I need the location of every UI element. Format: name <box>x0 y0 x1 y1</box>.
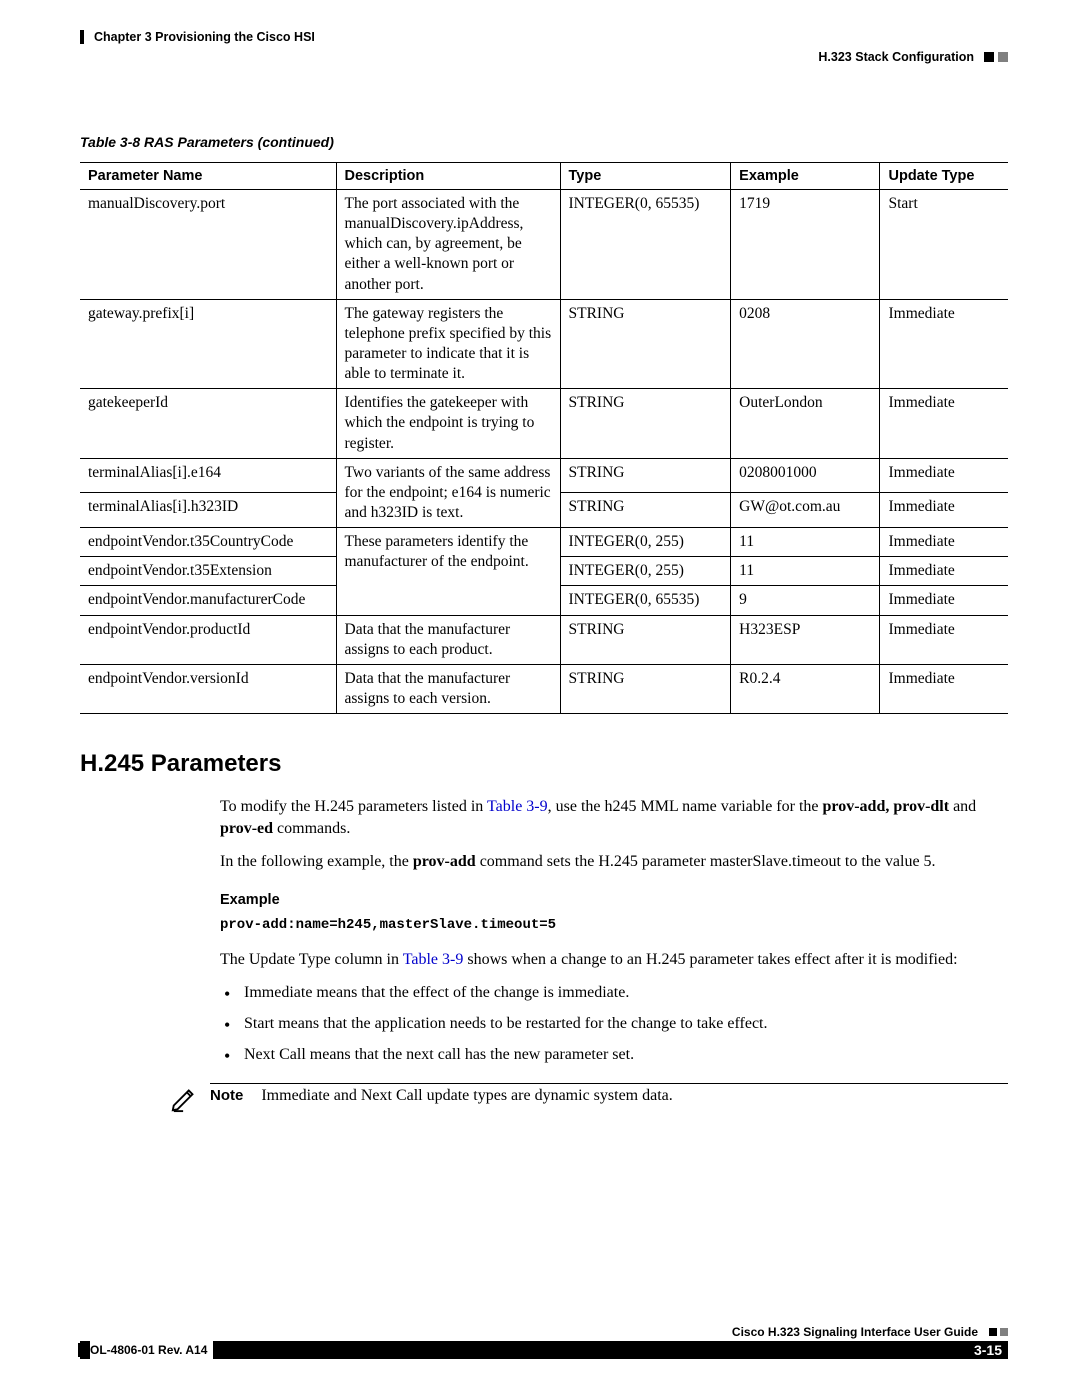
footer-bar: OL-4806-01 Rev. A14 3-15 <box>80 1341 1008 1359</box>
bullet-next-call: Next Call means that the next call has t… <box>244 1045 1008 1066</box>
paragraph-2: In the following example, the prov-add c… <box>220 851 1008 873</box>
footer-page-number: 3-15 <box>974 1341 1002 1359</box>
table-row: gateway.prefix[i]The gateway registers t… <box>80 299 1008 389</box>
cell-update-type: Immediate <box>880 615 1008 664</box>
page-footer: Cisco H.323 Signaling Interface User Gui… <box>80 1325 1008 1359</box>
header-accent-bar <box>80 30 84 44</box>
cell-example: 0208001000 <box>731 458 880 493</box>
table-row: manualDiscovery.portThe port associated … <box>80 190 1008 300</box>
footer-square-black <box>989 1328 997 1336</box>
cell-example: 11 <box>731 528 880 557</box>
cell-update-type: Start <box>880 190 1008 300</box>
table-row: endpointVendor.versionIdData that the ma… <box>80 664 1008 713</box>
cell-parameter-name: manualDiscovery.port <box>80 190 336 300</box>
cell-update-type: Immediate <box>880 557 1008 586</box>
cell-type: STRING <box>560 615 731 664</box>
header-square-black <box>984 52 994 62</box>
th-description: Description <box>336 163 560 190</box>
cell-type: STRING <box>560 664 731 713</box>
cell-parameter-name: endpointVendor.versionId <box>80 664 336 713</box>
cell-update-type: Immediate <box>880 493 1008 528</box>
cell-parameter-name: endpointVendor.t35CountryCode <box>80 528 336 557</box>
cell-example: 9 <box>731 586 880 615</box>
section-heading: H.245 Parameters <box>80 750 1008 778</box>
cell-update-type: Immediate <box>880 458 1008 493</box>
footer-revision: OL-4806-01 Rev. A14 <box>90 1341 213 1359</box>
link-table-3-9-a[interactable]: Table 3-9 <box>487 798 548 815</box>
cell-parameter-name: terminalAlias[i].h323ID <box>80 493 336 528</box>
cell-type: STRING <box>560 458 731 493</box>
cell-example: 0208 <box>731 299 880 389</box>
bullet-immediate: Immediate means that the effect of the c… <box>244 983 1008 1004</box>
cell-parameter-name: endpointVendor.productId <box>80 615 336 664</box>
cell-type: INTEGER(0, 65535) <box>560 190 731 300</box>
cell-type: INTEGER(0, 255) <box>560 557 731 586</box>
update-type-list: Immediate means that the effect of the c… <box>220 983 1008 1065</box>
table-row: endpointVendor.t35CountryCodeThese param… <box>80 528 1008 557</box>
note-pencil-icon <box>170 1083 204 1118</box>
cell-parameter-name: endpointVendor.t35Extension <box>80 557 336 586</box>
cell-description: The port associated with the manualDisco… <box>336 190 560 300</box>
cell-example: 1719 <box>731 190 880 300</box>
cell-description: Data that the manufacturer assigns to ea… <box>336 664 560 713</box>
cell-example: R0.2.4 <box>731 664 880 713</box>
page-header-top: Chapter 3 Provisioning the Cisco HSI <box>80 30 1008 44</box>
cell-parameter-name: gateway.prefix[i] <box>80 299 336 389</box>
cell-example: H323ESP <box>731 615 880 664</box>
header-section: H.323 Stack Configuration <box>818 50 974 64</box>
cell-type: STRING <box>560 389 731 458</box>
th-example: Example <box>731 163 880 190</box>
cell-update-type: Immediate <box>880 528 1008 557</box>
th-parameter-name: Parameter Name <box>80 163 336 190</box>
footer-guide-title: Cisco H.323 Signaling Interface User Gui… <box>732 1325 978 1339</box>
note-label: Note <box>210 1087 243 1105</box>
link-table-3-9-b[interactable]: Table 3-9 <box>403 951 464 968</box>
note-text: Immediate and Next Call update types are… <box>261 1087 672 1105</box>
ras-parameters-table: Parameter Name Description Type Example … <box>80 162 1008 714</box>
cell-parameter-name: endpointVendor.manufacturerCode <box>80 586 336 615</box>
cell-parameter-name: gatekeeperId <box>80 389 336 458</box>
cell-type: STRING <box>560 299 731 389</box>
cell-update-type: Immediate <box>880 299 1008 389</box>
table-row: terminalAlias[i].e164Two variants of the… <box>80 458 1008 493</box>
table-caption: Table 3-8 RAS Parameters (continued) <box>80 134 1008 150</box>
cell-type: INTEGER(0, 255) <box>560 528 731 557</box>
page-header-sub: H.323 Stack Configuration <box>80 50 1008 64</box>
cell-description: The gateway registers the telephone pref… <box>336 299 560 389</box>
note-block: Note Immediate and Next Call update type… <box>170 1083 1008 1118</box>
cell-type: STRING <box>560 493 731 528</box>
table-row: endpointVendor.productIdData that the ma… <box>80 615 1008 664</box>
cell-update-type: Immediate <box>880 664 1008 713</box>
th-type: Type <box>560 163 731 190</box>
cell-description: Identifies the gatekeeper with which the… <box>336 389 560 458</box>
th-update-type: Update Type <box>880 163 1008 190</box>
cell-description: Data that the manufacturer assigns to ea… <box>336 615 560 664</box>
cell-description: These parameters identify the manufactur… <box>336 528 560 615</box>
header-square-gray <box>998 52 1008 62</box>
header-chapter: Chapter 3 Provisioning the Cisco HSI <box>94 30 315 44</box>
body-content: To modify the H.245 parameters listed in… <box>220 796 1008 1065</box>
cell-update-type: Immediate <box>880 389 1008 458</box>
example-label: Example <box>220 891 1008 911</box>
cell-example: OuterLondon <box>731 389 880 458</box>
bullet-start: Start means that the application needs t… <box>244 1014 1008 1035</box>
example-code: prov-add:name=h245,masterSlave.timeout=5 <box>220 916 1008 935</box>
cell-example: GW@ot.com.au <box>731 493 880 528</box>
cell-type: INTEGER(0, 65535) <box>560 586 731 615</box>
cell-parameter-name: terminalAlias[i].e164 <box>80 458 336 493</box>
cell-description: Two variants of the same address for the… <box>336 458 560 527</box>
cell-update-type: Immediate <box>880 586 1008 615</box>
table-row: gatekeeperIdIdentifies the gatekeeper wi… <box>80 389 1008 458</box>
paragraph-3: The Update Type column in Table 3-9 show… <box>220 949 1008 971</box>
footer-square-gray <box>1000 1328 1008 1336</box>
footer-accent-bar <box>78 1343 82 1357</box>
cell-example: 11 <box>731 557 880 586</box>
paragraph-1: To modify the H.245 parameters listed in… <box>220 796 1008 839</box>
